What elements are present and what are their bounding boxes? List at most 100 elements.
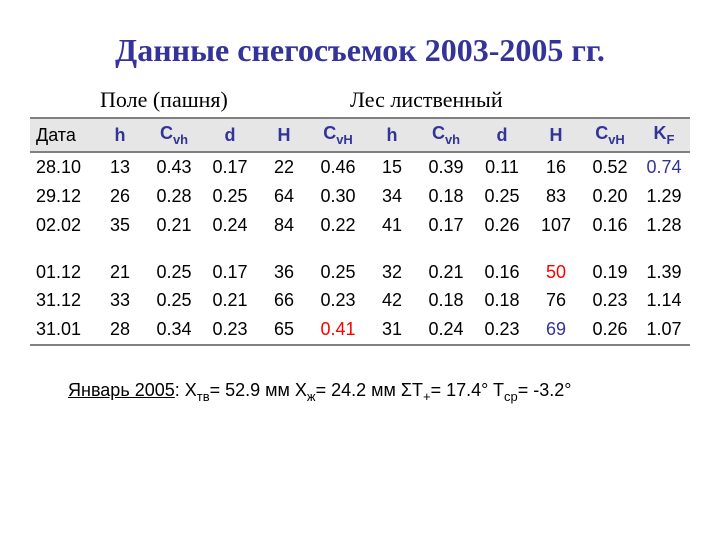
cell-d1: 0.17 [202, 258, 258, 287]
cell-H1: 36 [258, 258, 310, 287]
cell-cvh1: 0.25 [146, 258, 202, 287]
cell-cvh2: 0.24 [418, 315, 474, 345]
cell-H2: 107 [530, 211, 582, 240]
table-row: 31.12330.250.21660.23420.180.18760.231.1… [30, 286, 690, 315]
cell-d1: 0.25 [202, 182, 258, 211]
col-d2: d [474, 118, 530, 152]
cell-cvh1: 0.25 [146, 286, 202, 315]
cell-d2: 0.16 [474, 258, 530, 287]
cell-h2: 34 [366, 182, 418, 211]
section-labels: Поле (пашня) Лес лиственный [0, 87, 720, 113]
table-row: 31.01280.340.23650.41310.240.23690.261.0… [30, 315, 690, 345]
table-row: 28.10130.430.17220.46150.390.11160.520.7… [30, 152, 690, 182]
cell-date: 31.12 [30, 286, 94, 315]
cell-cvH2: 0.26 [582, 315, 638, 345]
col-cvh2: Cvh [418, 118, 474, 152]
cell-cvH1: 0.41 [310, 315, 366, 345]
table-row: 29.12260.280.25640.30340.180.25830.201.2… [30, 182, 690, 211]
cell-cvH2: 0.52 [582, 152, 638, 182]
cell-kf: 1.29 [638, 182, 690, 211]
col-H2: H [530, 118, 582, 152]
col-cvh1: Cvh [146, 118, 202, 152]
cell-cvH2: 0.20 [582, 182, 638, 211]
col-h2: h [366, 118, 418, 152]
cell-cvH1: 0.22 [310, 211, 366, 240]
cell-cvH2: 0.16 [582, 211, 638, 240]
cell-cvH1: 0.23 [310, 286, 366, 315]
cell-h2: 42 [366, 286, 418, 315]
cell-H1: 66 [258, 286, 310, 315]
cell-cvH2: 0.23 [582, 286, 638, 315]
cell-cvh2: 0.39 [418, 152, 474, 182]
col-d1: d [202, 118, 258, 152]
col-cvH1: CvH [310, 118, 366, 152]
data-table: Дата h Cvh d H CvH h Cvh d H CvH KF 28.1… [30, 117, 690, 346]
cell-d1: 0.24 [202, 211, 258, 240]
cell-cvh2: 0.18 [418, 182, 474, 211]
cell-cvH1: 0.25 [310, 258, 366, 287]
col-H1: H [258, 118, 310, 152]
cell-h2: 32 [366, 258, 418, 287]
page-title: Данные снегосъемок 2003-2005 гг. [0, 32, 720, 69]
col-cvH2: CvH [582, 118, 638, 152]
cell-h2: 31 [366, 315, 418, 345]
cell-kf: 1.39 [638, 258, 690, 287]
cell-H1: 64 [258, 182, 310, 211]
data-table-wrap: Дата h Cvh d H CvH h Cvh d H CvH KF 28.1… [30, 117, 690, 346]
cell-date: 01.12 [30, 258, 94, 287]
label-field: Поле (пашня) [100, 87, 350, 113]
cell-H2: 50 [530, 258, 582, 287]
cell-h1: 28 [94, 315, 146, 345]
cell-d2: 0.26 [474, 211, 530, 240]
cell-date: 29.12 [30, 182, 94, 211]
cell-h1: 13 [94, 152, 146, 182]
table-row: 01.12210.250.17360.25320.210.16500.191.3… [30, 258, 690, 287]
cell-d1: 0.23 [202, 315, 258, 345]
cell-cvH1: 0.46 [310, 152, 366, 182]
cell-d2: 0.25 [474, 182, 530, 211]
footnote-underlined: Январь 2005 [68, 380, 175, 400]
cell-cvH2: 0.19 [582, 258, 638, 287]
cell-cvh2: 0.18 [418, 286, 474, 315]
cell-H1: 22 [258, 152, 310, 182]
cell-h1: 21 [94, 258, 146, 287]
cell-cvH1: 0.30 [310, 182, 366, 211]
table-row: 02.02350.210.24840.22410.170.261070.161.… [30, 211, 690, 240]
cell-H2: 83 [530, 182, 582, 211]
cell-kf: 1.14 [638, 286, 690, 315]
cell-d1: 0.21 [202, 286, 258, 315]
cell-h1: 33 [94, 286, 146, 315]
slide: Данные снегосъемок 2003-2005 гг. Поле (п… [0, 0, 720, 540]
cell-kf: 1.28 [638, 211, 690, 240]
cell-h2: 41 [366, 211, 418, 240]
cell-cvh1: 0.43 [146, 152, 202, 182]
cell-cvh2: 0.17 [418, 211, 474, 240]
cell-date: 02.02 [30, 211, 94, 240]
cell-kf: 1.07 [638, 315, 690, 345]
col-date: Дата [30, 118, 94, 152]
cell-cvh2: 0.21 [418, 258, 474, 287]
cell-d2: 0.11 [474, 152, 530, 182]
table-row [30, 240, 690, 258]
cell-H2: 16 [530, 152, 582, 182]
cell-cvh1: 0.28 [146, 182, 202, 211]
cell-H1: 84 [258, 211, 310, 240]
cell-cvh1: 0.34 [146, 315, 202, 345]
cell-H1: 65 [258, 315, 310, 345]
cell-h1: 35 [94, 211, 146, 240]
cell-h1: 26 [94, 182, 146, 211]
cell-date: 28.10 [30, 152, 94, 182]
cell-d2: 0.18 [474, 286, 530, 315]
footnote: Январь 2005: Xтв= 52.9 мм Xж= 24.2 мм ΣT… [68, 380, 720, 404]
col-h1: h [94, 118, 146, 152]
table-head: Дата h Cvh d H CvH h Cvh d H CvH KF [30, 118, 690, 152]
cell-date: 31.01 [30, 315, 94, 345]
table-body: 28.10130.430.17220.46150.390.11160.520.7… [30, 152, 690, 344]
cell-d2: 0.23 [474, 315, 530, 345]
cell-d1: 0.17 [202, 152, 258, 182]
col-kf: KF [638, 118, 690, 152]
cell-kf: 0.74 [638, 152, 690, 182]
label-forest: Лес лиственный [350, 87, 720, 113]
cell-H2: 69 [530, 315, 582, 345]
cell-h2: 15 [366, 152, 418, 182]
